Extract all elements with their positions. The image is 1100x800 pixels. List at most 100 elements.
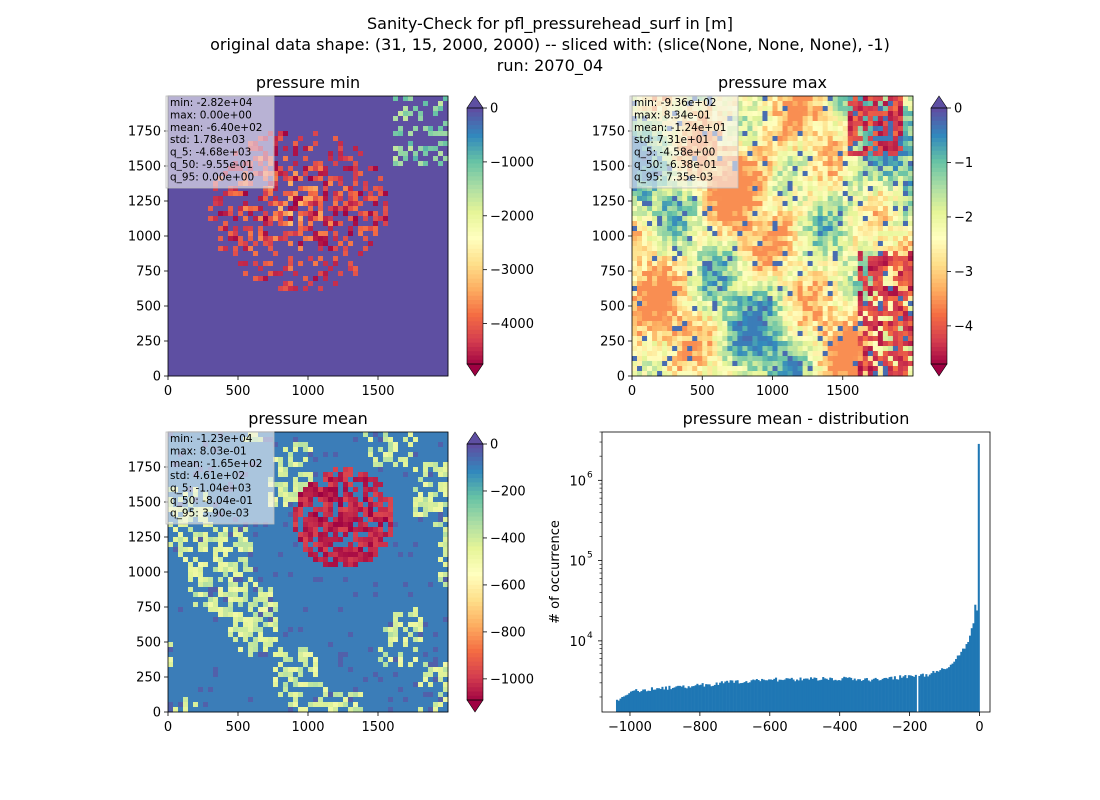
y-tick-base: 10	[569, 555, 586, 570]
colorbar-tick-label: −4	[954, 319, 973, 334]
histogram-bar	[761, 678, 764, 712]
histogram-bar	[937, 671, 940, 712]
colorbar-tick-label: −600	[490, 578, 526, 593]
histogram-bar	[792, 679, 795, 712]
histogram-bar	[631, 690, 634, 712]
histogram-bar	[958, 655, 961, 712]
stats-line: std: 4.61e+02	[170, 470, 245, 482]
histogram-bar	[976, 610, 979, 712]
histogram-bar	[855, 680, 858, 712]
histogram-bar	[661, 686, 664, 712]
x-tick-label: 500	[690, 384, 715, 399]
colorbar-tick-label: −200	[490, 484, 526, 499]
histogram-bar	[955, 659, 958, 712]
histogram-bar	[832, 680, 835, 712]
stats-line: q_5: -1.04e+03	[170, 483, 251, 495]
histogram-bar	[692, 686, 695, 712]
histogram-bar	[666, 689, 669, 712]
colorbar-tick-label: 0	[954, 102, 962, 117]
histogram-bar	[703, 686, 706, 712]
histogram-bar	[878, 680, 881, 712]
histogram-bar	[720, 681, 723, 712]
histogram-bar	[652, 689, 655, 712]
histogram-bar	[643, 689, 646, 712]
histogram-bar	[811, 678, 814, 712]
histogram-bar	[719, 682, 722, 712]
histogram-bar	[822, 677, 825, 712]
histogram-bar	[886, 678, 889, 712]
y-axis: 0 250 500 750 1000 1250 1500 1750	[592, 125, 632, 385]
panel-pressure-min: pressure min 0 500 1000 1500 0 250 500 750 1000 12…	[128, 73, 534, 399]
histogram-bar	[899, 675, 902, 712]
stats-line: q_95: 7.35e-03	[634, 171, 713, 183]
histogram-bar	[673, 687, 676, 712]
stats-line: q_50: -9.55e-01	[170, 159, 253, 171]
x-tick-label: 0	[164, 384, 172, 399]
histogram-bar	[710, 686, 713, 712]
stats-line: q_5: -4.68e+03	[170, 147, 251, 159]
histogram-bar	[949, 664, 952, 712]
histogram-bar	[806, 678, 809, 712]
histogram-bar	[733, 682, 736, 712]
histogram-bar	[628, 693, 631, 712]
histogram-bar	[834, 679, 837, 712]
x-tick-label: −400	[822, 720, 858, 735]
colorbar-extend-min	[466, 363, 484, 377]
histogram-bar	[869, 681, 872, 712]
stats-line: q_95: 0.00e+00	[170, 171, 254, 183]
histogram-bar	[664, 686, 667, 712]
histogram-bar	[722, 683, 725, 712]
histogram-bar	[647, 690, 650, 712]
heatmap-image	[168, 432, 449, 713]
histogram-bar	[785, 678, 788, 712]
stats-line: max: 8.34e-01	[634, 109, 711, 121]
figure-title-line-2: original data shape: (31, 15, 2000, 2000…	[210, 35, 890, 54]
histogram-bar	[956, 655, 959, 712]
histogram-bar	[809, 677, 813, 712]
colorbar-tick-label: −800	[490, 625, 526, 640]
histogram-bar	[813, 677, 816, 712]
panel-title: pressure min	[256, 73, 360, 92]
colorbar-extend-max	[466, 95, 484, 109]
colorbar-tick-label: −2	[954, 210, 973, 225]
histogram-bar	[747, 682, 750, 712]
stats-line: std: 1.78e+03	[170, 134, 245, 146]
histogram-bar	[851, 680, 854, 712]
stats-line: q_5: -4.58e+00	[634, 147, 715, 159]
x-tick-label: 500	[226, 384, 251, 399]
stats-line: max: 0.00e+00	[170, 109, 252, 121]
histogram-bar	[923, 676, 926, 712]
histogram-bar	[977, 443, 980, 712]
y-tick-label: 1000	[128, 566, 161, 581]
histogram-bar	[782, 680, 785, 712]
histogram-bar	[780, 679, 783, 712]
histogram-bar	[871, 679, 874, 712]
panel-pressure-max: pressure max 0 500 1000 1500 0 250 500 750 1000 12…	[592, 73, 973, 399]
x-tick-label: −800	[682, 720, 718, 735]
histogram-bar	[960, 651, 963, 712]
histogram-bar	[783, 679, 786, 712]
histogram-bar	[668, 685, 671, 712]
histogram-bar	[820, 679, 823, 712]
histogram-bar	[757, 680, 760, 712]
histogram-bar	[645, 691, 648, 712]
histogram-bar	[935, 670, 938, 712]
histogram-bar	[829, 677, 832, 712]
histogram-bar	[816, 680, 820, 712]
histogram-bar	[769, 679, 772, 712]
histogram-bar	[965, 644, 968, 712]
histogram-bar	[671, 687, 674, 712]
histogram-bar	[843, 676, 846, 712]
y-tick-label: 0	[153, 370, 161, 385]
histogram-bar	[801, 680, 804, 712]
axes-frame	[601, 431, 991, 713]
histogram-bar	[913, 676, 916, 712]
histogram-bar	[853, 678, 856, 712]
histogram-bar	[815, 677, 818, 712]
histogram-bar	[626, 694, 629, 712]
histogram-bar	[948, 667, 951, 712]
colorbar: 0 −200 −400 −600 −800 −1000	[466, 431, 534, 713]
y-tick-label: 1000	[128, 230, 161, 245]
histogram-bar	[879, 680, 882, 712]
